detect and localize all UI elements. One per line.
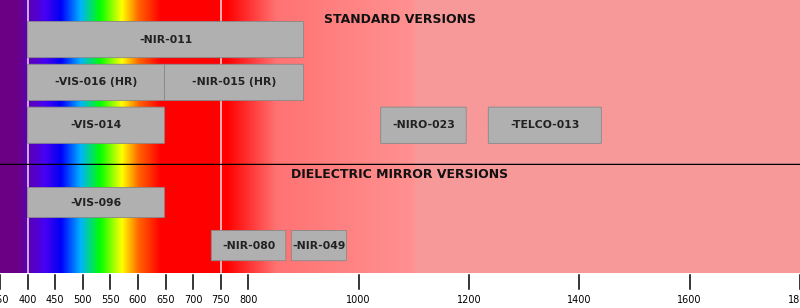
Text: 350: 350 (0, 295, 10, 305)
FancyBboxPatch shape (27, 64, 165, 100)
FancyBboxPatch shape (165, 64, 303, 100)
Text: 1800: 1800 (788, 295, 800, 305)
Text: DIELECTRIC MIRROR VERSIONS: DIELECTRIC MIRROR VERSIONS (291, 168, 509, 181)
Text: -NIR-015 (HR): -NIR-015 (HR) (192, 77, 276, 87)
FancyBboxPatch shape (27, 107, 165, 143)
Text: 1000: 1000 (346, 295, 371, 305)
Text: 500: 500 (74, 295, 92, 305)
Text: 800: 800 (239, 295, 258, 305)
Text: -NIR-080: -NIR-080 (222, 241, 275, 251)
Text: 1200: 1200 (457, 295, 482, 305)
Text: 1400: 1400 (567, 295, 591, 305)
Text: 450: 450 (46, 295, 65, 305)
Text: 1600: 1600 (678, 295, 702, 305)
Text: 650: 650 (156, 295, 174, 305)
Text: -VIS-096: -VIS-096 (70, 197, 122, 208)
Text: -NIR-049: -NIR-049 (292, 241, 346, 251)
Text: 700: 700 (184, 295, 202, 305)
Text: 400: 400 (18, 295, 37, 305)
FancyBboxPatch shape (27, 187, 165, 217)
Text: -NIRO-023: -NIRO-023 (392, 120, 455, 130)
Text: -NIR-011: -NIR-011 (139, 34, 192, 45)
Text: -VIS-016 (HR): -VIS-016 (HR) (55, 77, 137, 87)
Text: STANDARD VERSIONS: STANDARD VERSIONS (324, 13, 476, 26)
FancyBboxPatch shape (211, 230, 286, 261)
FancyBboxPatch shape (291, 230, 346, 261)
Text: 750: 750 (211, 295, 230, 305)
Text: -VIS-014: -VIS-014 (70, 120, 122, 130)
Text: -TELCO-013: -TELCO-013 (510, 120, 579, 130)
FancyBboxPatch shape (381, 107, 466, 143)
FancyBboxPatch shape (27, 22, 303, 58)
FancyBboxPatch shape (488, 107, 602, 143)
Text: 600: 600 (129, 295, 147, 305)
Text: 550: 550 (101, 295, 120, 305)
